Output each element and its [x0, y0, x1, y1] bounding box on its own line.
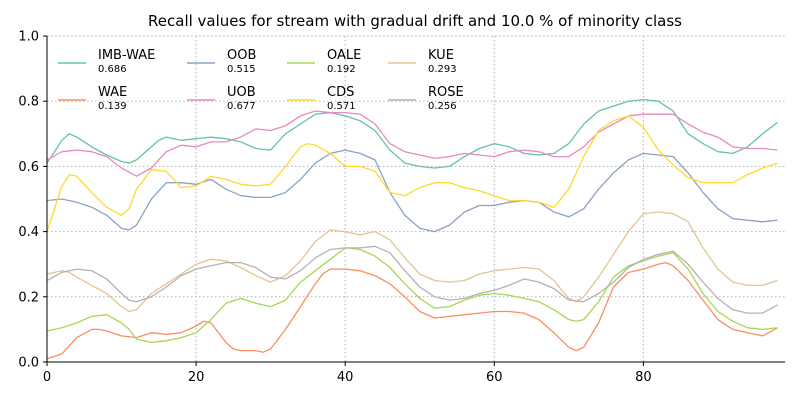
series-lines [46, 98, 778, 360]
y-tick-label: 0.8 [18, 95, 39, 110]
legend-score: 0.256 [428, 101, 457, 112]
legend-score: 0.677 [227, 101, 256, 112]
legend-score: 0.515 [227, 64, 256, 75]
legend-name: OALE [327, 48, 361, 63]
axes: 0 20 40 60 80 0.0 0.2 0.4 0.6 0.8 1.0 [18, 30, 785, 385]
series-line-rose [46, 245, 778, 314]
legend-score: 0.139 [98, 101, 127, 112]
legend-name: IMB-WAE [98, 48, 155, 63]
legend-name: WAE [98, 85, 127, 100]
legend-name: OOB [227, 48, 256, 63]
y-tick-label: 0.0 [18, 356, 39, 371]
legend-score: 0.571 [327, 101, 356, 112]
legend-name: CDS [327, 85, 354, 100]
legend-name: UOB [227, 85, 256, 100]
legend-name: ROSE [428, 85, 464, 100]
series-line-imb-wae [46, 98, 778, 169]
x-tick-label: 80 [635, 370, 652, 385]
series-line-wae [46, 261, 778, 360]
x-tick-label: 40 [337, 370, 354, 385]
legend-score: 0.192 [327, 64, 356, 75]
legend-name: KUE [428, 48, 454, 63]
grid [47, 35, 785, 363]
y-tick-label: 0.2 [18, 290, 39, 305]
series-line-uob [46, 110, 778, 177]
legend-score: 0.293 [428, 64, 457, 75]
x-tick-label: 20 [188, 370, 205, 385]
series-line-cds [46, 115, 778, 232]
series-line-oale [46, 247, 778, 344]
chart-title: Recall values for stream with gradual dr… [148, 12, 682, 30]
x-tick-label: 60 [486, 370, 503, 385]
legend-score: 0.686 [98, 64, 127, 75]
y-tick-label: 0.6 [18, 160, 39, 175]
y-tick-label: 1.0 [18, 30, 39, 45]
series-line-oob [46, 149, 778, 233]
x-tick-label: 0 [43, 370, 51, 385]
y-tick-label: 0.4 [18, 225, 39, 240]
